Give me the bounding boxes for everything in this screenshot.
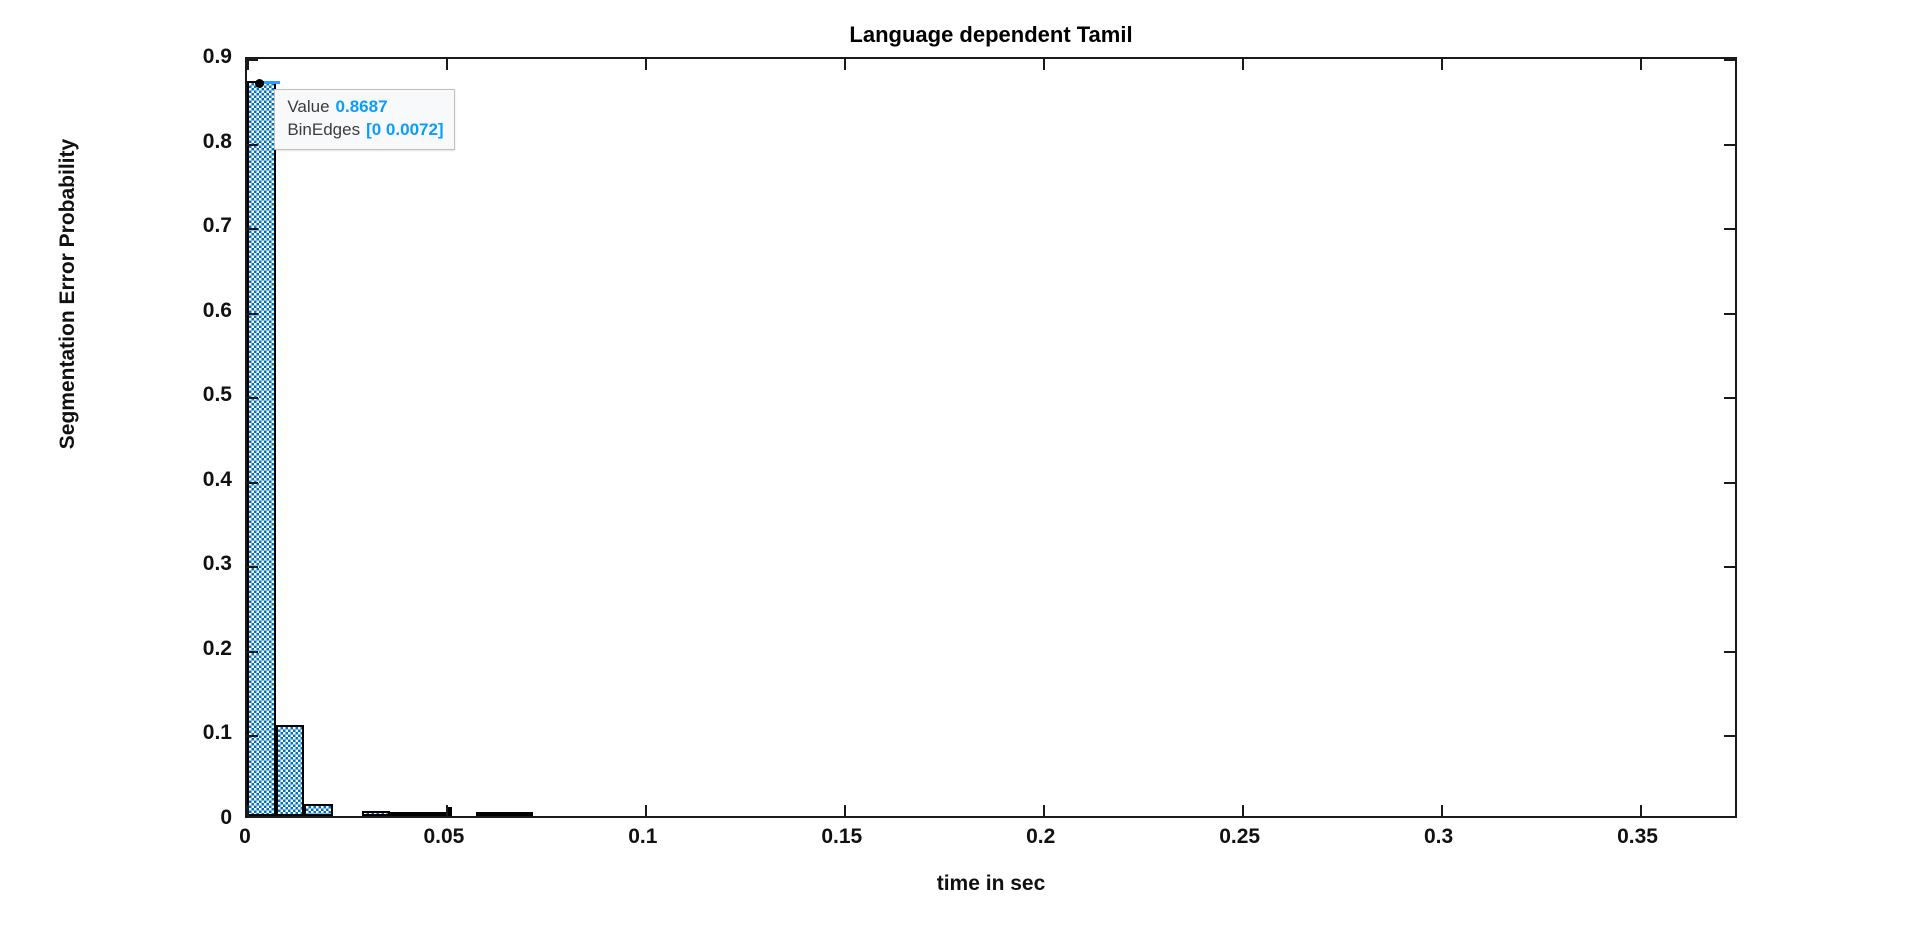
x-axis-tick-label: 0.35	[1617, 825, 1658, 848]
x-axis-tick	[1440, 805, 1443, 816]
y-axis-tick-label: 0.2	[202, 636, 232, 660]
plot-inner	[247, 59, 1735, 816]
x-axis-tick-top	[1440, 59, 1443, 70]
y-axis-tick-right	[1724, 228, 1735, 231]
chart-title: Language dependent Tamil	[849, 22, 1133, 47]
y-axis-tick-label: 0.9	[202, 45, 232, 68]
y-axis-tick	[247, 481, 258, 484]
histogram-bar[interactable]	[247, 81, 276, 816]
datatip-stem	[264, 81, 281, 85]
histogram-bar[interactable]	[361, 810, 391, 816]
x-axis-tick	[1042, 805, 1045, 816]
histogram-bar[interactable]	[390, 812, 419, 816]
datatip-marker	[255, 79, 265, 89]
x-axis-tick-top	[247, 59, 249, 70]
datatip-tooltip[interactable]: Value 0.8687 BinEdges [0 0.0072]	[274, 89, 455, 151]
x-axis-tick-label: 0.15	[821, 825, 863, 848]
y-axis-tick-right	[1724, 650, 1735, 653]
y-axis-tick-right	[1724, 397, 1735, 400]
x-axis-tick	[644, 805, 647, 816]
x-axis-tick-top	[1042, 59, 1045, 70]
y-axis-tick	[247, 312, 258, 315]
x-axis-tick-label: 0.3	[1423, 825, 1454, 848]
x-axis-tick	[445, 805, 448, 816]
x-axis-tick-label: 0.2	[1026, 825, 1056, 848]
x-axis-tick-label: 0.05	[423, 825, 465, 848]
plot-area	[245, 57, 1737, 818]
histogram-bar[interactable]	[418, 812, 448, 816]
y-axis-tick-label: 0.4	[202, 467, 232, 491]
y-axis-tick-label: 0.3	[202, 552, 232, 576]
histogram-bar[interactable]	[275, 724, 305, 816]
y-axis-tick-label: 0.7	[202, 214, 232, 238]
y-axis-tick-right	[1724, 566, 1735, 569]
datatip-binedges-row: BinEdges [0 0.0072]	[287, 119, 443, 142]
y-axis-tick-label: 0.5	[202, 383, 232, 407]
datatip-value-row: Value 0.8687	[287, 96, 443, 119]
x-axis-tick	[1639, 805, 1642, 816]
y-axis-tick	[247, 59, 258, 61]
datatip-binedges-label: BinEdges	[287, 120, 361, 140]
x-axis-tick-top	[843, 59, 846, 70]
y-axis-tick-label: 0	[220, 806, 232, 829]
x-axis-tick-label: 0	[239, 825, 251, 848]
x-axis-tick-top	[1639, 59, 1642, 70]
y-axis-tick	[247, 397, 258, 400]
x-axis-tick-top	[445, 59, 448, 70]
y-axis-tick	[247, 566, 258, 569]
y-axis-label: Segmentation Error Probability	[56, 138, 79, 450]
x-axis-tick	[1241, 805, 1244, 816]
x-axis-label: time in sec	[936, 872, 1046, 895]
y-axis-tick-right	[1724, 481, 1735, 484]
y-axis-tick-label: 0.6	[202, 298, 232, 322]
x-axis-tick-label: 0.25	[1219, 825, 1261, 848]
datatip-value: 0.8687	[335, 97, 388, 117]
y-axis-tick-label: 0.1	[202, 721, 232, 745]
y-axis-tick	[247, 650, 258, 653]
y-axis-tick-right	[1724, 143, 1735, 146]
histogram-bar[interactable]	[447, 806, 452, 816]
y-axis-tick	[247, 143, 258, 146]
y-axis-tick-right	[1724, 312, 1735, 315]
y-axis-tick	[247, 228, 258, 231]
x-axis-tick	[247, 805, 249, 816]
datatip-binedges: [0 0.0072]	[366, 120, 444, 140]
x-axis-tick-top	[644, 59, 647, 70]
histogram-bar[interactable]	[304, 804, 333, 816]
x-axis-tick	[843, 805, 846, 816]
datatip-value-label: Value	[287, 97, 330, 117]
y-axis-tick-right	[1724, 59, 1735, 61]
x-axis-tick-top	[1241, 59, 1244, 70]
histogram-bar[interactable]	[476, 812, 534, 816]
y-axis-tick-right	[1724, 735, 1735, 738]
x-axis-tick-label: 0.1	[628, 825, 658, 848]
y-axis-tick-label: 0.8	[202, 129, 232, 153]
y-axis-tick	[247, 735, 258, 738]
